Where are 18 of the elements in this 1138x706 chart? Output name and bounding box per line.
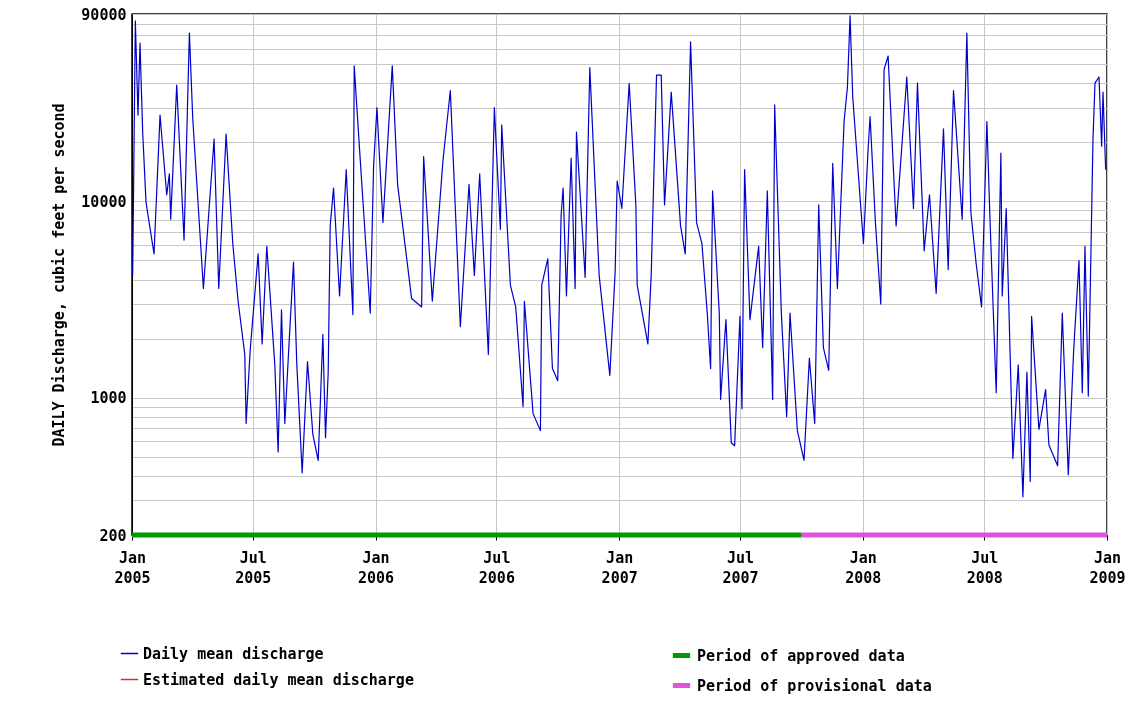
- legend-label: Period of approved data: [697, 646, 905, 665]
- legend-label: Estimated daily mean discharge: [143, 670, 414, 689]
- x-tick-label: Jul 2008: [966, 548, 1003, 587]
- y-tick-label: 90000: [81, 5, 127, 24]
- y-tick-label: 200: [99, 526, 127, 545]
- legend-label: Period of provisional data: [697, 676, 932, 695]
- x-tick-label: Jan 2008: [845, 548, 882, 587]
- x-tick-label: Jan 2006: [358, 548, 395, 587]
- x-tick-label: Jan 2009: [1089, 548, 1126, 587]
- x-tick-label: Jan 2007: [601, 548, 638, 587]
- y-tick-label: 10000: [81, 192, 127, 211]
- x-tick-label: Jul 2005: [235, 548, 272, 587]
- legend-label: Daily mean discharge: [143, 644, 324, 663]
- y-tick-label: 1000: [90, 389, 127, 408]
- y-axis-title: DAILY Discharge, cubic feet per second: [50, 103, 69, 447]
- x-tick-label: Jul 2006: [478, 548, 515, 587]
- x-tick-label: Jan 2005: [114, 548, 151, 587]
- x-tick-label: Jul 2007: [722, 548, 759, 587]
